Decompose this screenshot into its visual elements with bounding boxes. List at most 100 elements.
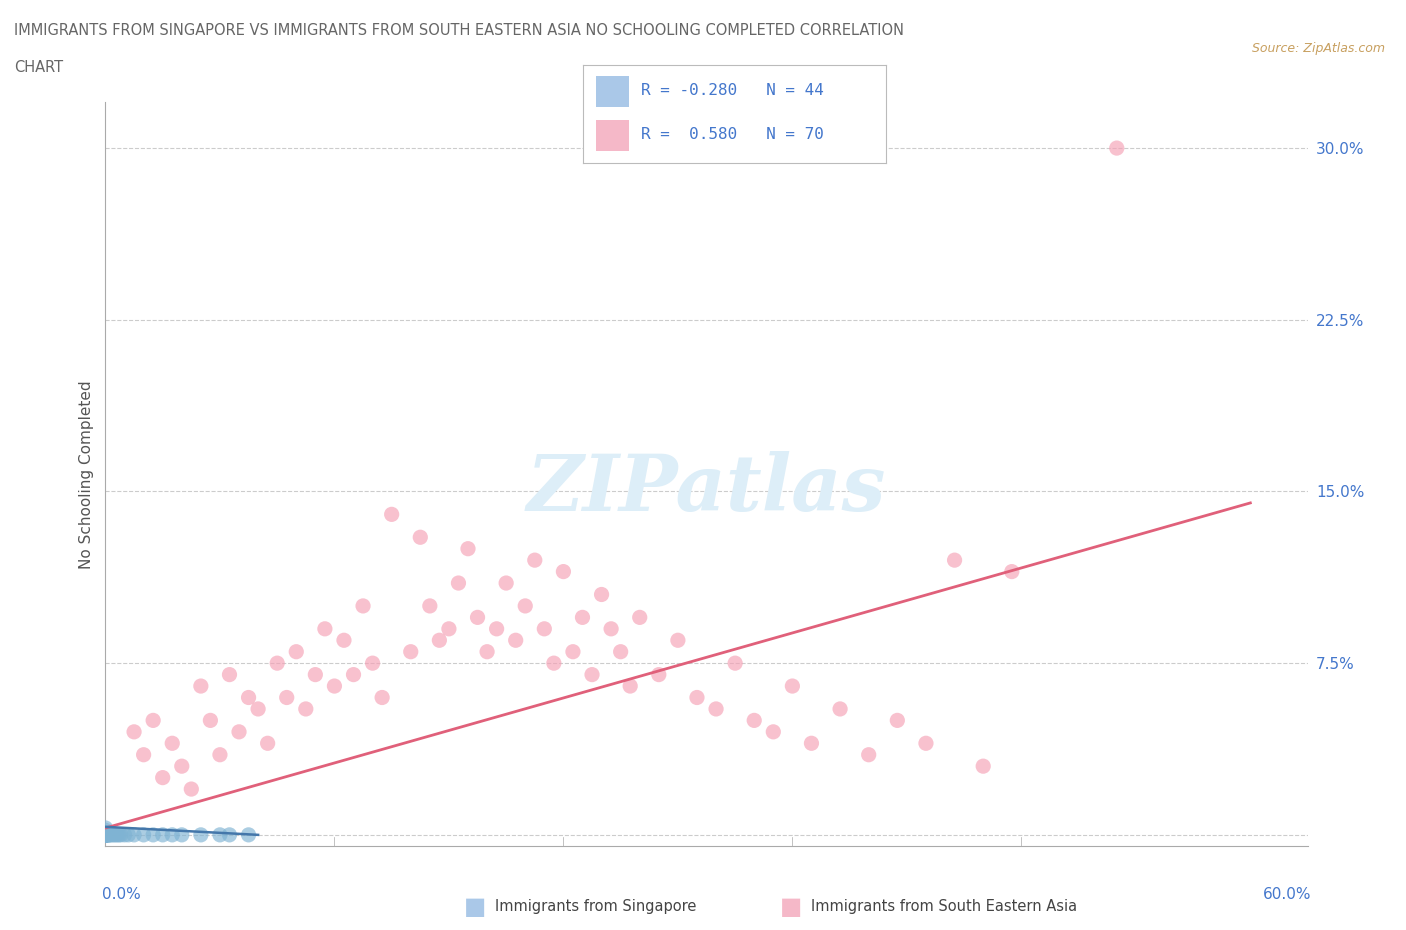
Point <box>190 828 212 843</box>
Point <box>108 828 129 843</box>
Point <box>218 828 240 843</box>
Point <box>828 701 851 716</box>
Point <box>782 679 804 694</box>
Point <box>800 736 823 751</box>
Point <box>515 599 537 614</box>
Point <box>122 828 145 843</box>
Point <box>94 823 117 838</box>
Point <box>943 552 966 567</box>
Point <box>285 644 308 659</box>
Point <box>110 828 132 843</box>
Point <box>571 610 593 625</box>
Point <box>467 610 489 625</box>
Text: R = -0.280   N = 44: R = -0.280 N = 44 <box>641 83 824 98</box>
Point <box>94 828 117 843</box>
Point <box>94 828 117 843</box>
Text: R =  0.580   N = 70: R = 0.580 N = 70 <box>641 126 824 142</box>
Point <box>98 828 121 843</box>
Point <box>101 828 124 843</box>
Text: 60.0%: 60.0% <box>1263 887 1312 902</box>
Point <box>132 828 155 843</box>
Point <box>105 828 128 843</box>
Point <box>94 828 117 843</box>
Point <box>399 644 422 659</box>
Point <box>94 828 117 843</box>
Point <box>543 656 565 671</box>
Point <box>475 644 498 659</box>
Point <box>485 621 508 636</box>
Point <box>447 576 470 591</box>
Point <box>600 621 623 636</box>
Point <box>94 828 117 843</box>
Point <box>238 828 260 843</box>
Point <box>666 632 689 647</box>
Point <box>266 656 288 671</box>
Point <box>208 748 231 763</box>
Point <box>190 679 212 694</box>
Point <box>609 644 631 659</box>
Point <box>97 828 120 843</box>
Point <box>160 736 183 751</box>
Point <box>94 828 117 843</box>
Point <box>218 667 240 682</box>
Point <box>96 828 118 843</box>
Point <box>304 667 326 682</box>
Point <box>333 632 356 647</box>
Point <box>409 530 432 545</box>
Point <box>342 667 364 682</box>
Point <box>581 667 603 682</box>
Point <box>104 828 127 843</box>
Point <box>858 748 880 763</box>
Point <box>94 828 117 843</box>
Point <box>361 656 384 671</box>
Point <box>1105 140 1128 155</box>
Point <box>170 828 193 843</box>
Text: ■: ■ <box>464 895 486 919</box>
Point <box>208 828 231 843</box>
Point <box>142 713 165 728</box>
Point <box>94 828 117 843</box>
Point <box>314 621 336 636</box>
Point <box>94 828 117 843</box>
Point <box>200 713 222 728</box>
Point <box>762 724 785 739</box>
Point <box>294 701 316 716</box>
Text: 0.0%: 0.0% <box>101 887 141 902</box>
Point <box>352 599 374 614</box>
Point <box>96 828 118 843</box>
Point <box>122 724 145 739</box>
Y-axis label: No Schooling Completed: No Schooling Completed <box>79 380 94 568</box>
Point <box>256 736 278 751</box>
Point <box>561 644 585 659</box>
Point <box>94 825 117 840</box>
Point <box>142 828 165 843</box>
Point <box>98 828 121 843</box>
Text: IMMIGRANTS FROM SINGAPORE VS IMMIGRANTS FROM SOUTH EASTERN ASIA NO SCHOOLING COM: IMMIGRANTS FROM SINGAPORE VS IMMIGRANTS … <box>14 23 904 38</box>
Point <box>94 828 117 843</box>
Point <box>972 759 994 774</box>
Bar <box>596 76 628 107</box>
Point <box>648 667 671 682</box>
Point <box>228 724 250 739</box>
Point <box>94 820 117 835</box>
Point <box>100 828 122 843</box>
Point <box>371 690 394 705</box>
Point <box>427 632 450 647</box>
Point <box>152 770 174 785</box>
Point <box>495 576 517 591</box>
Point <box>94 828 117 843</box>
Point <box>457 541 479 556</box>
Bar <box>596 120 628 151</box>
Point <box>704 701 727 716</box>
Point <box>323 679 346 694</box>
Text: Immigrants from South Eastern Asia: Immigrants from South Eastern Asia <box>811 899 1077 914</box>
Point <box>94 828 117 843</box>
Point <box>94 828 117 843</box>
Point <box>505 632 527 647</box>
Text: Immigrants from Singapore: Immigrants from Singapore <box>495 899 696 914</box>
Point <box>381 507 404 522</box>
Point <box>915 736 938 751</box>
Point <box>742 713 765 728</box>
Point <box>100 825 122 840</box>
Point <box>1001 565 1024 579</box>
